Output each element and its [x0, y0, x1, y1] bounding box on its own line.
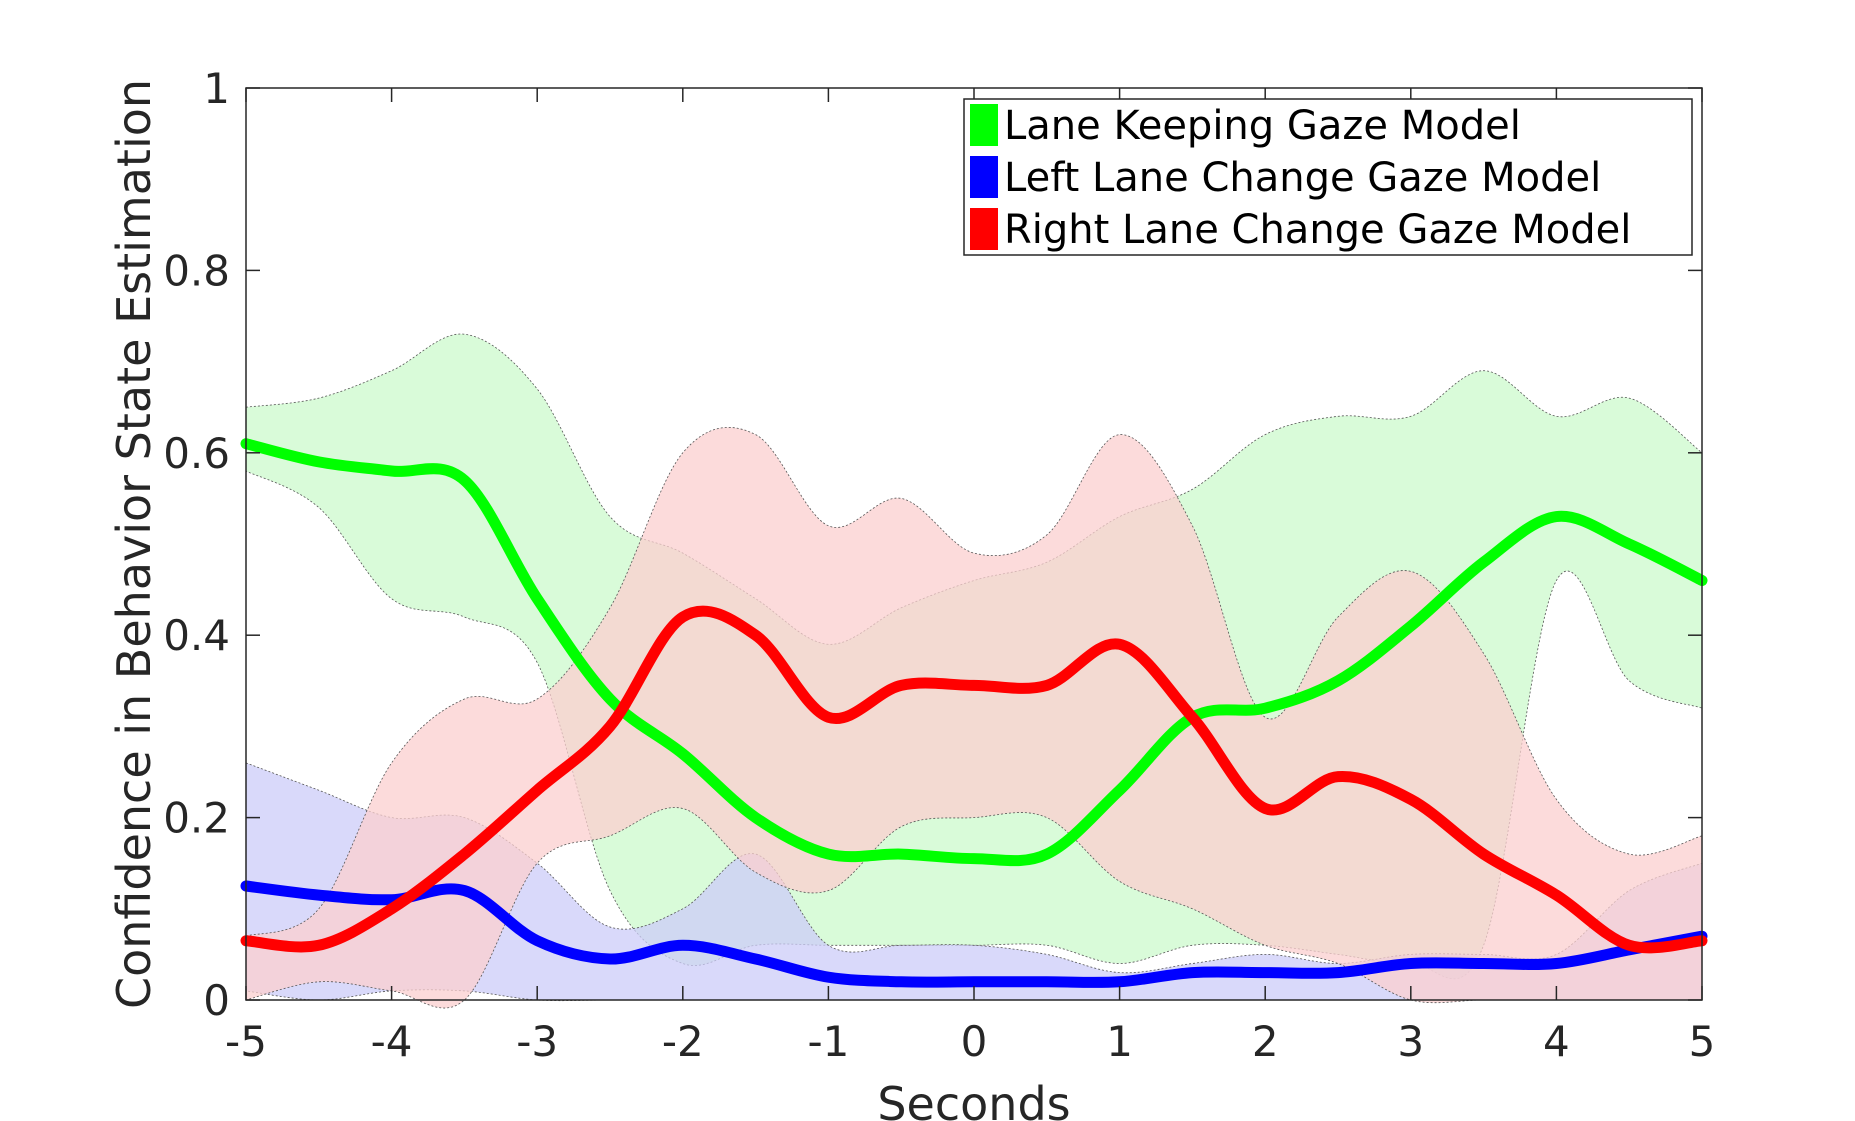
- y-tick-label: 1: [203, 64, 230, 113]
- confidence-bands: [245, 333, 1703, 1009]
- right-lane-change-gaze-model-legend-swatch: [970, 208, 998, 250]
- y-axis-ticks: 0 0.2 0.4 0.6 0.8 1: [163, 64, 1702, 1025]
- x-tick-label: -2: [662, 1017, 704, 1066]
- series-lines: [240, 438, 1708, 988]
- x-tick-label: 4: [1543, 1017, 1570, 1066]
- x-tick-label: 2: [1252, 1017, 1279, 1066]
- y-tick-label: 0.6: [163, 429, 230, 478]
- legend-label: Left Lane Change Gaze Model: [1004, 155, 1601, 201]
- legend-label: Lane Keeping Gaze Model: [1004, 103, 1521, 149]
- x-tick-label: 1: [1106, 1017, 1133, 1066]
- lane-keeping-gaze-model-legend-swatch: [970, 104, 998, 146]
- x-tick-label: -5: [225, 1017, 267, 1066]
- right-lane-change-gaze-model-line: [240, 605, 1708, 954]
- x-tick-label: -1: [807, 1017, 849, 1066]
- x-tick-label: 5: [1689, 1017, 1716, 1066]
- left-lane-change-gaze-model-line: [240, 880, 1708, 988]
- x-axis-ticks: -5 -4 -3 -2 -1 0 1 2 3 4 5: [225, 88, 1715, 1066]
- y-tick-label: 0: [203, 976, 230, 1025]
- legend-box: [963, 98, 1693, 256]
- y-tick-label: 0.8: [163, 246, 230, 295]
- x-tick-label: 0: [961, 1017, 988, 1066]
- x-tick-label: -4: [371, 1017, 413, 1066]
- x-axis-label: Seconds: [877, 1077, 1070, 1121]
- lane-keeping-gaze-model-line: [240, 438, 1708, 867]
- y-tick-label: 0.4: [163, 611, 230, 660]
- y-axis-label: Confidence in Behavior State Estimation: [107, 79, 161, 1009]
- y-tick-label: 0.2: [163, 794, 230, 843]
- x-tick-label: -3: [516, 1017, 558, 1066]
- left-lane-change-gaze-model-legend-swatch: [970, 156, 998, 198]
- right-lane-change-gaze-model-band: [245, 427, 1703, 1009]
- x-tick-label: 3: [1397, 1017, 1424, 1066]
- legend: Lane Keeping Gaze Model Left Lane Change …: [963, 98, 1693, 256]
- legend-label: Right Lane Change Gaze Model: [1004, 207, 1631, 253]
